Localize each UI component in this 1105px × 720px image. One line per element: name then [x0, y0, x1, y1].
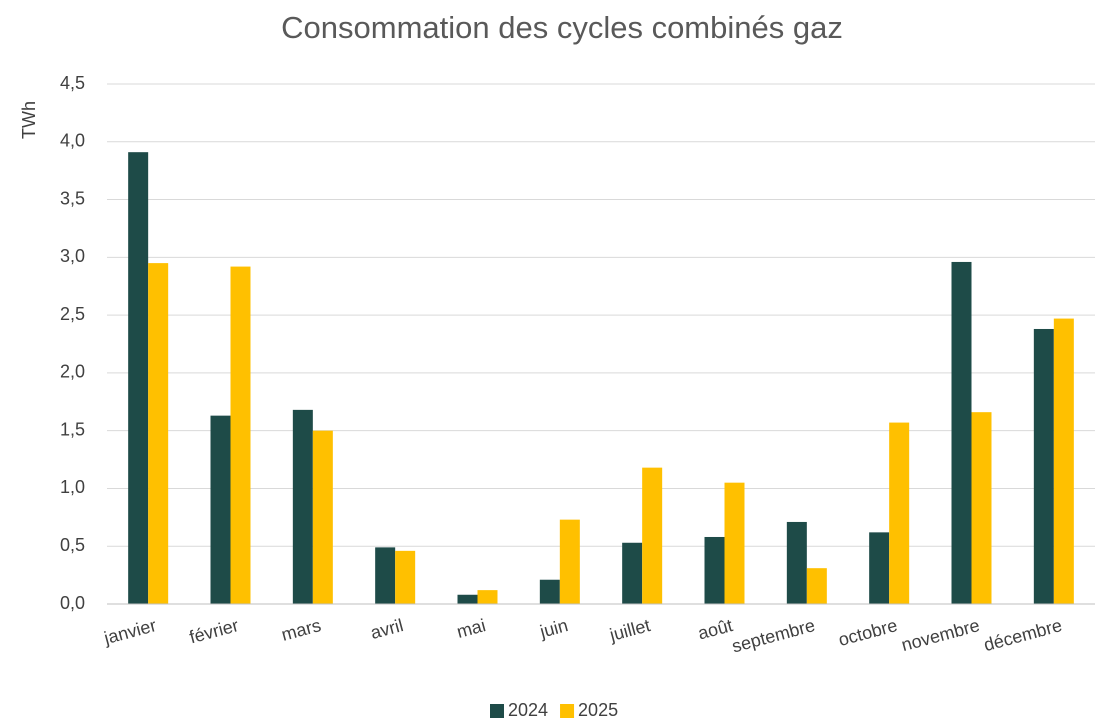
bar [869, 532, 890, 604]
y-tick-label: 2,5 [60, 304, 85, 324]
y-tick-label: 0,0 [60, 593, 85, 613]
x-tick-label: décembre [982, 615, 1064, 655]
bar [457, 594, 478, 604]
bar [1033, 328, 1054, 604]
bar [230, 266, 251, 604]
bar [395, 550, 416, 604]
x-tick-label: octobre [836, 615, 899, 650]
bar [559, 519, 580, 604]
bar [539, 579, 560, 604]
y-tick-label: 1,0 [60, 477, 85, 497]
legend-label: 2024 [508, 700, 548, 720]
chart-title: Consommation des cycles combinés gaz [281, 10, 843, 45]
x-tick-label: juin [537, 615, 570, 642]
bar [148, 263, 169, 604]
y-tick-label: 2,0 [60, 362, 85, 382]
bar [477, 590, 498, 604]
bar [951, 261, 972, 604]
bar [1053, 318, 1074, 604]
bar [889, 422, 910, 604]
x-tick-label: août [696, 615, 735, 643]
x-tick-label: janvier [101, 615, 158, 648]
y-tick-label: 0,5 [60, 535, 85, 555]
bar [622, 542, 643, 604]
bar [704, 536, 725, 604]
bar [312, 430, 333, 604]
y-axis-title: TWh [19, 101, 39, 139]
x-tick-label: mai [455, 615, 488, 642]
legend-swatch [490, 704, 504, 718]
bar [971, 412, 992, 604]
y-tick-label: 4,0 [60, 131, 85, 151]
bar [642, 467, 663, 604]
bar [375, 547, 396, 604]
x-tick-label: mars [279, 615, 323, 645]
x-tick-label: février [187, 615, 240, 647]
x-tick-label: novembre [899, 615, 981, 655]
x-tick-label: avril [368, 615, 405, 643]
y-tick-label: 4,5 [60, 73, 85, 93]
y-tick-label: 3,0 [60, 246, 85, 266]
x-tick-label: juillet [607, 615, 653, 645]
bar [292, 409, 313, 604]
legend-label: 2025 [578, 700, 618, 720]
bar [128, 152, 149, 604]
x-tick-label: septembre [730, 615, 817, 656]
bar [806, 568, 827, 604]
y-tick-label: 3,5 [60, 188, 85, 208]
bar [724, 482, 745, 604]
bar [786, 521, 807, 604]
y-tick-label: 1,5 [60, 419, 85, 439]
legend-swatch [560, 704, 575, 718]
bar [210, 415, 231, 604]
